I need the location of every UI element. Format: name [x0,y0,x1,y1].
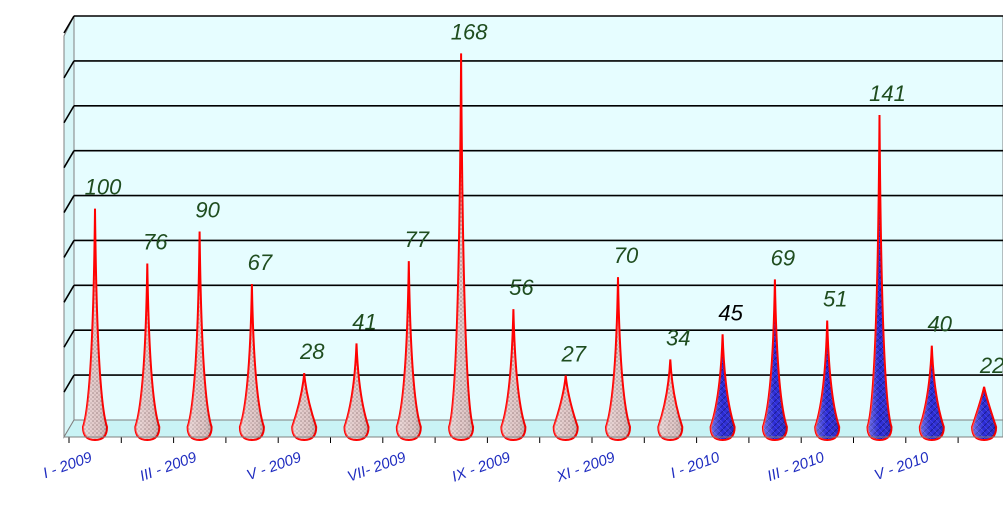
value-label: 90 [195,198,220,223]
x-tick-label: III - 2009 [138,449,200,485]
bar-shading [187,231,212,440]
gridlines [63,15,1003,393]
gridline-side [63,240,75,258]
gridline-side [63,284,75,303]
bar-shading [972,386,997,440]
x-axis: I - 2009 III - 2009 V - 2009 VII- 2009 IX - … [41,436,1003,486]
plot-back-wall [73,15,1003,421]
bar-shading [396,261,421,440]
bar-shading [553,375,578,440]
bar-shading [658,359,683,440]
bar-shading [606,277,630,440]
bar-shading [501,309,526,440]
gridline-side [63,105,75,124]
bar-shading [83,208,107,440]
gridline-side [63,195,75,213]
bar-shading [239,284,264,440]
bar-shading [135,263,160,440]
value-label: 67 [248,250,273,275]
gridline-side [63,374,75,393]
bar-shading [919,345,944,440]
value-label: 40 [928,312,953,337]
value-label: 22 [979,353,1003,378]
value-labels: 100 76 90 67 28 41 77 168 56 27 70 34 45 69 51 141 40 22 [85,19,1003,377]
x-tick-label: VII- 2009 [345,449,409,486]
bar-shading [344,343,369,440]
value-label: 45 [718,300,743,325]
x-tick-label: III - 2010 [765,449,827,485]
value-label: 77 [405,227,430,252]
plot-side-wall [63,15,75,439]
value-label: 34 [666,325,690,350]
value-label: 41 [352,309,376,334]
bar-shading [762,279,787,440]
value-label: 76 [143,229,168,254]
bar-series [81,53,998,442]
bar-shading [449,53,474,441]
x-tick-label: V - 2010 [872,449,932,485]
bar-shading [710,334,735,440]
x-tick-label: IX - 2009 [450,449,514,486]
bar-shading [292,373,317,440]
gridline-side [63,150,75,169]
value-label: 51 [823,287,847,312]
gridline-side [63,60,75,79]
bar-shading [815,320,840,440]
value-label: 28 [299,339,325,364]
value-label: 56 [509,275,534,300]
value-label: 100 [85,175,122,200]
gridline-side [63,15,75,34]
value-label: 70 [614,243,639,268]
x-tick-label: XI - 2009 [553,449,618,486]
value-label: 168 [451,19,488,44]
bar-shading [867,115,892,441]
value-label: 69 [771,245,795,270]
x-tick-label: I - 2009 [41,449,95,483]
x-tick-label: I - 2010 [668,449,722,483]
plot-frame [63,15,1003,439]
x-tick-label: V - 2009 [244,449,304,485]
value-label: 27 [560,341,586,366]
value-label: 141 [869,81,906,106]
gridline-side [63,329,75,348]
